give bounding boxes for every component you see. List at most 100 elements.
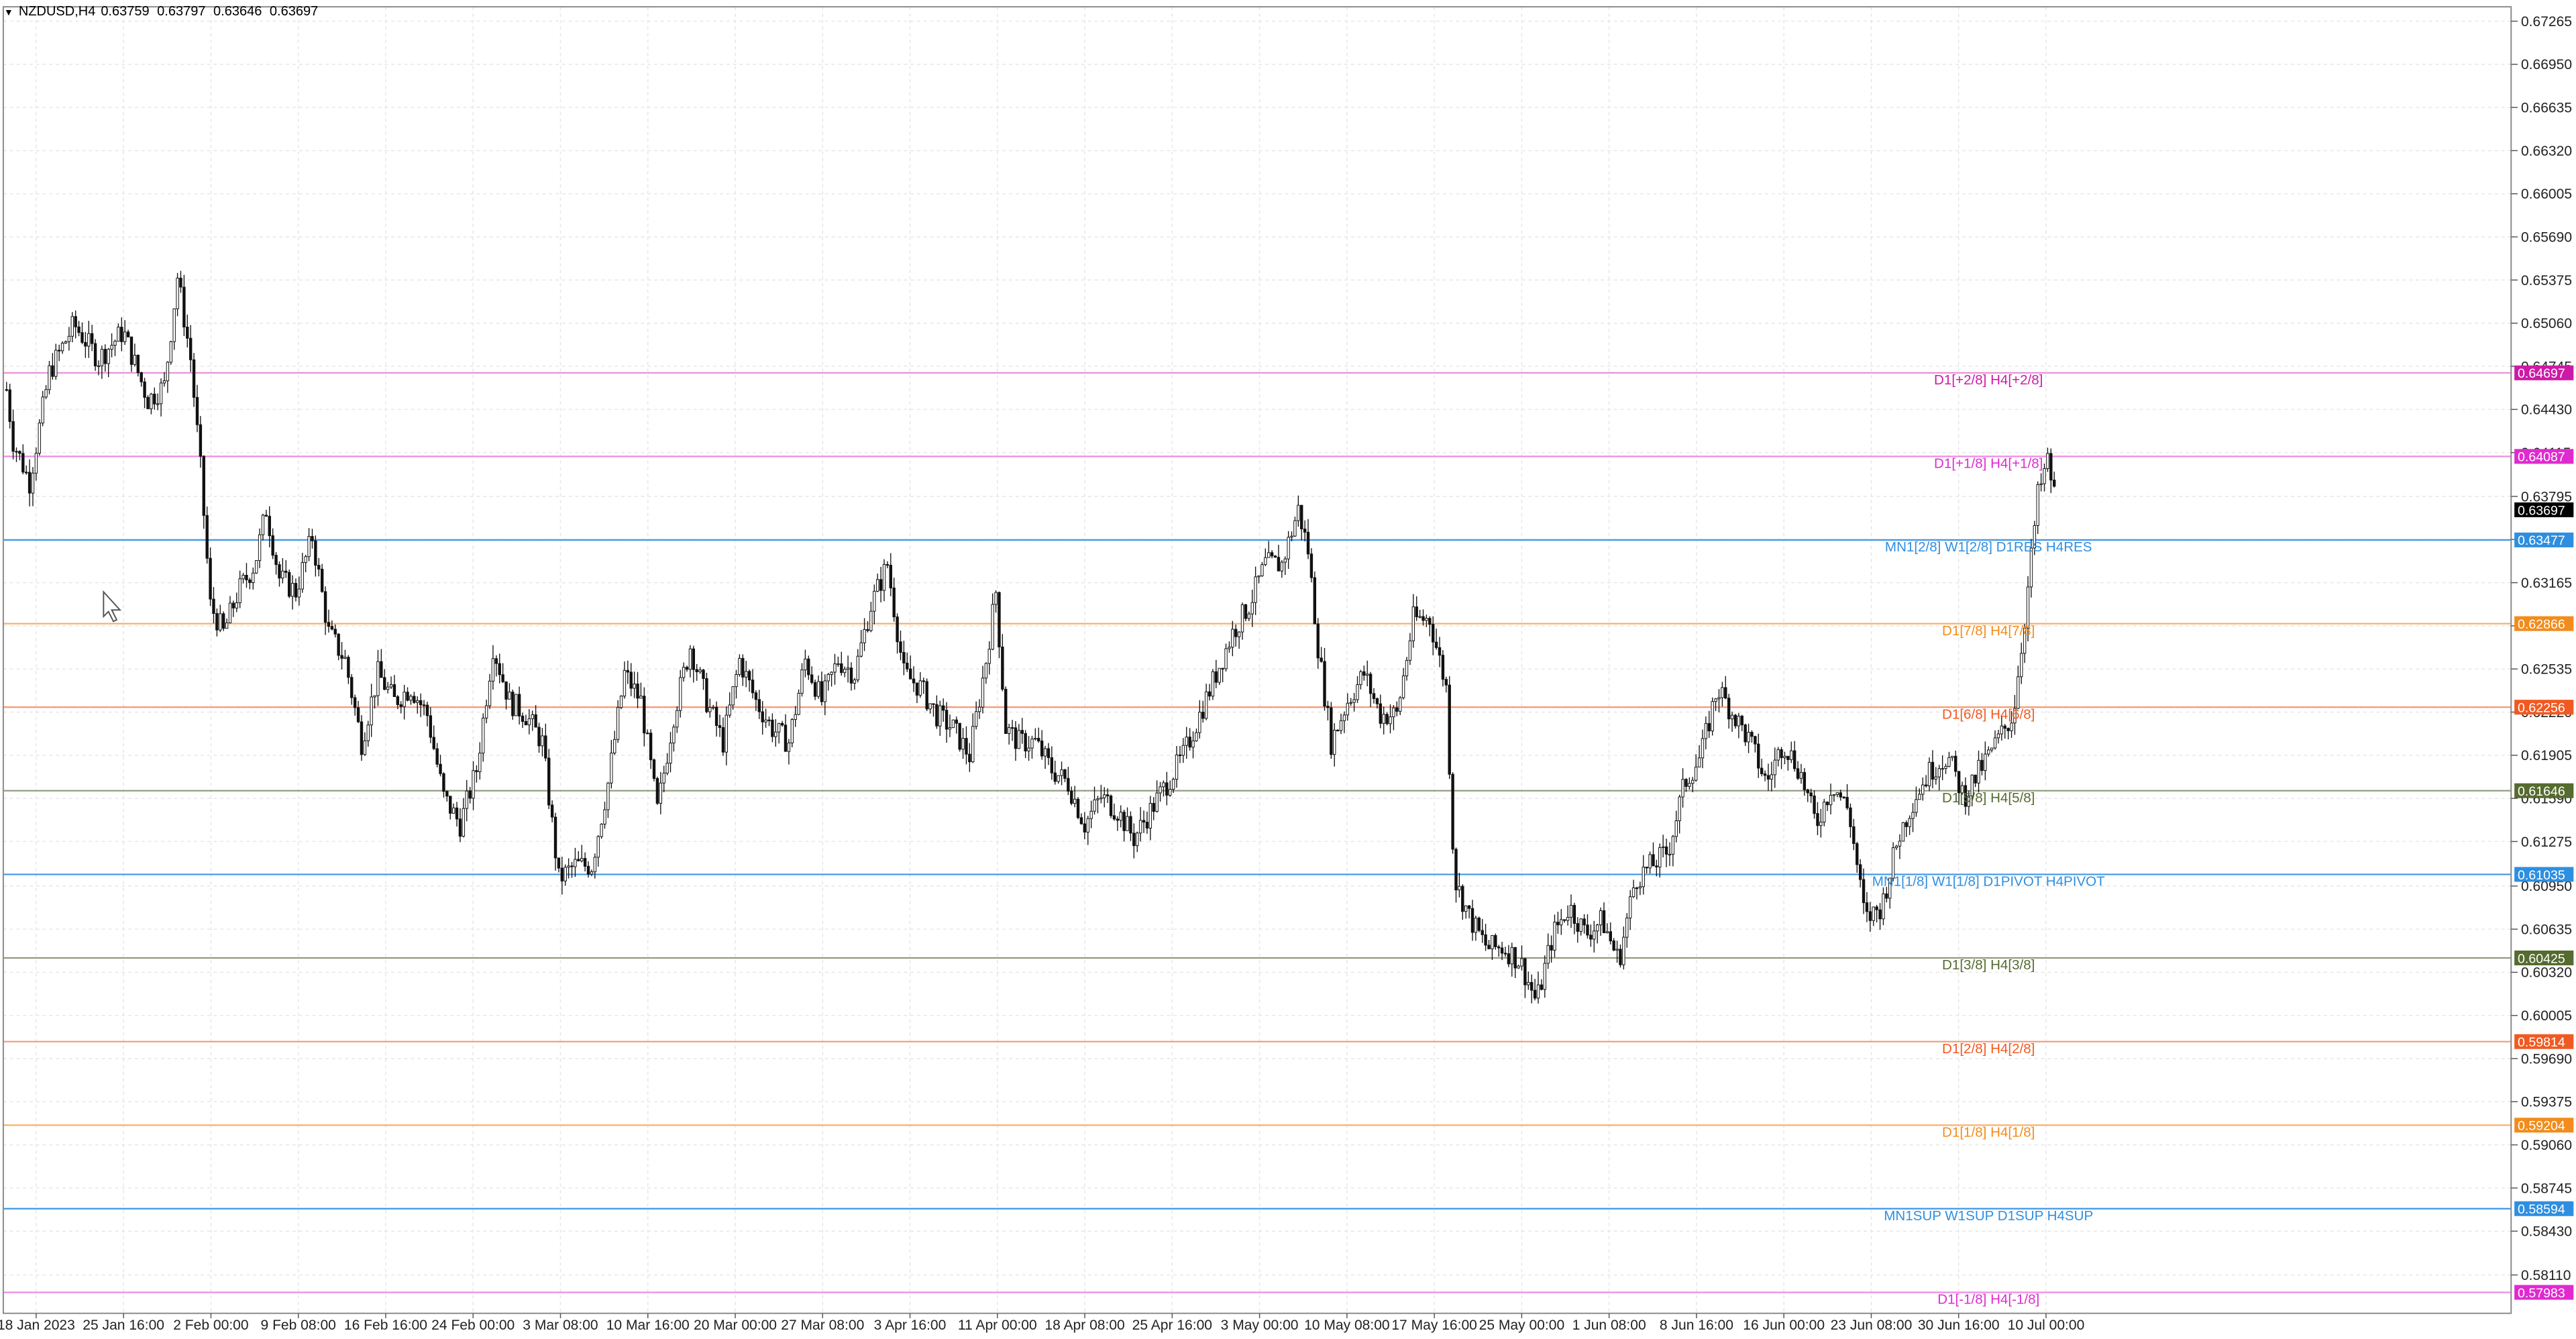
price-tag-label: 0.61646 xyxy=(2518,784,2565,799)
candle-bull xyxy=(764,719,767,722)
candle-bear xyxy=(965,738,968,755)
price-tick-label: 0.65060 xyxy=(2521,316,2572,331)
candle-bear xyxy=(1858,864,1862,880)
candle-bull xyxy=(304,556,307,564)
candle-bull xyxy=(290,583,294,597)
candle-bear xyxy=(146,396,150,409)
candle-bull xyxy=(1175,754,1179,780)
candle-bear xyxy=(1655,865,1658,867)
candle-bull xyxy=(1224,648,1228,670)
candle-bull xyxy=(1027,747,1030,752)
candle-bear xyxy=(1053,772,1057,782)
price-tag xyxy=(2514,783,2574,798)
candle-bear xyxy=(1904,822,1908,827)
candle-bear xyxy=(330,626,334,630)
candle-bull xyxy=(1901,822,1905,842)
candle-bull xyxy=(1356,684,1359,700)
candle-bear xyxy=(356,707,360,722)
candle-bear xyxy=(1842,796,1845,798)
candle-bear xyxy=(2049,453,2053,481)
ohlc-high: 0.63797 xyxy=(157,4,206,19)
candle-bear xyxy=(8,389,11,422)
level-label: MN1[2/8] W1[2/8] D1RES H4RES xyxy=(1885,539,2092,555)
candle-bull xyxy=(1017,730,1021,749)
candle-bear xyxy=(74,316,77,327)
candle-bear xyxy=(1004,688,1008,735)
candle-bear xyxy=(652,759,656,779)
candle-bear xyxy=(1014,727,1018,749)
candle-bear xyxy=(1497,946,1501,949)
candle-bear xyxy=(1451,773,1454,850)
candle-bull xyxy=(1349,702,1352,704)
candle-bull xyxy=(994,592,998,605)
candle-bear xyxy=(1221,667,1224,670)
candle-bull xyxy=(1711,701,1714,732)
symbol-label: NZDUSD,H4 xyxy=(18,4,96,19)
candle-bull xyxy=(34,453,38,474)
candle-bull xyxy=(1823,802,1826,822)
candle-bull xyxy=(31,472,35,494)
level-label: D1[-1/8] H4[-1/8] xyxy=(1937,1292,2039,1307)
candle-bear xyxy=(205,515,209,559)
candle-bull xyxy=(1891,847,1895,879)
candle-bear xyxy=(337,633,340,656)
chart-header: ▼ NZDUSD,H4 0.63759 0.63797 0.63646 0.63… xyxy=(4,4,322,19)
candle-bull xyxy=(1195,732,1198,741)
candle-bull xyxy=(869,610,873,631)
candle-bull xyxy=(1382,714,1385,724)
candle-bear xyxy=(1852,826,1856,844)
candle-bear xyxy=(432,737,435,749)
candle-bull xyxy=(1517,965,1520,969)
candle-bear xyxy=(1316,623,1320,659)
candle-bear xyxy=(1330,707,1333,755)
candle-bear xyxy=(925,681,928,710)
candle-bear xyxy=(1792,750,1796,769)
candle-bull xyxy=(1119,812,1122,821)
candle-bull xyxy=(1737,715,1741,727)
candle-bear xyxy=(1885,893,1888,899)
candle-bear xyxy=(1856,843,1859,865)
time-tick-label: 9 Feb 08:00 xyxy=(261,1318,336,1333)
candle-bear xyxy=(649,733,653,761)
price-tag xyxy=(2514,365,2574,380)
candle-bull xyxy=(639,696,643,699)
candle-bull xyxy=(252,572,255,584)
candle-bear xyxy=(380,661,383,678)
candle-bull xyxy=(800,670,804,694)
candle-bear xyxy=(1813,795,1816,814)
chart-menu-triangle-icon[interactable]: ▼ xyxy=(4,6,13,17)
level-label: MN1SUP W1SUP D1SUP H4SUP xyxy=(1884,1208,2093,1224)
candle-bull xyxy=(100,349,104,366)
candle-bear xyxy=(511,692,515,716)
candle-bull xyxy=(961,738,965,750)
candle-bull xyxy=(1566,916,1570,921)
time-tick-label: 1 Jun 08:00 xyxy=(1572,1318,1646,1333)
candle-bear xyxy=(879,579,883,591)
price-tick-label: 0.60320 xyxy=(2521,965,2572,981)
candle-bull xyxy=(991,604,994,650)
candle-bear xyxy=(1470,908,1474,933)
candle-bear xyxy=(517,694,521,716)
price-tick-label: 0.66320 xyxy=(2521,144,2572,159)
candle-bear xyxy=(1438,647,1442,656)
price-tag xyxy=(2514,700,2574,715)
candle-bear xyxy=(1428,618,1432,625)
candle-bull xyxy=(1560,919,1563,926)
candle-bear xyxy=(1079,817,1083,824)
candle-bull xyxy=(370,696,373,726)
candle-bull xyxy=(787,743,791,752)
candle-bull xyxy=(1057,775,1060,782)
price-tag-label: 0.60425 xyxy=(2518,951,2565,966)
candle-bull xyxy=(1701,738,1705,759)
candle-bull xyxy=(665,763,669,773)
price-tick-label: 0.60635 xyxy=(2521,922,2572,937)
candle-bear xyxy=(274,555,278,566)
candle-bull xyxy=(1947,757,1951,767)
candle-bull xyxy=(1915,799,1918,813)
time-tick-label: 3 Mar 08:00 xyxy=(523,1318,598,1333)
candle-bull xyxy=(1642,866,1645,888)
candle-bear xyxy=(209,557,212,600)
candle-bear xyxy=(317,565,321,570)
